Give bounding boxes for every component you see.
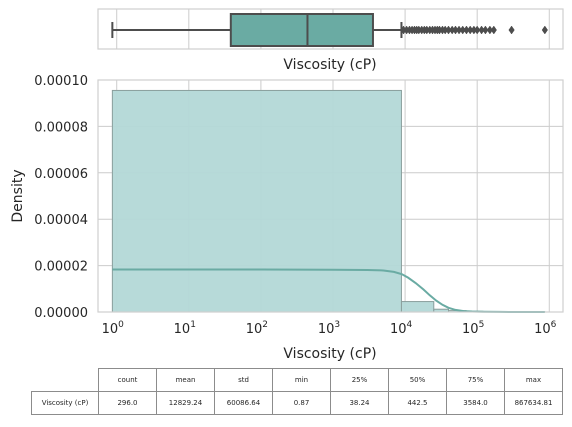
stats-col-25: 25% (330, 368, 389, 392)
x-tick-base-6: 10 (534, 322, 551, 337)
x-tick-base-5: 10 (462, 322, 479, 337)
outlier-point-29 (490, 25, 497, 35)
x-tick-exponent-5: 5 (479, 320, 485, 330)
histogram-x-axis-label: Viscosity (cP) (283, 346, 376, 362)
x-tick-base-0: 10 (102, 322, 119, 337)
stats-value-count: 296.0 (98, 391, 157, 415)
stats-value-max: 867634.81 (504, 391, 563, 415)
histogram-y-axis-label: Density (10, 169, 26, 222)
outlier-point-27 (482, 25, 489, 35)
x-tick-label-5: 105 (462, 320, 484, 337)
x-tick-label-1: 101 (174, 320, 196, 337)
x-tick-exponent-1: 1 (190, 320, 196, 330)
x-tick-labels: 100 101 102 103 104 105 106 (102, 320, 557, 337)
stats-row-label: Viscosity (cP) (31, 391, 99, 415)
stats-corner-cell (31, 368, 99, 392)
stats-value-50: 442.5 (388, 391, 447, 415)
stats-col-min: min (272, 368, 331, 392)
x-tick-exponent-2: 2 (262, 320, 268, 330)
stats-header-row: count mean std min 25% 50% 75% max (31, 368, 563, 392)
x-tick-label-3: 103 (318, 320, 340, 337)
y-tick-label-0: 0.00000 (34, 306, 88, 321)
outlier-point-30 (508, 25, 515, 35)
x-tick-exponent-4: 4 (406, 320, 412, 330)
stats-col-count: count (98, 368, 157, 392)
x-tick-base-2: 10 (246, 322, 263, 337)
stats-value-std: 60086.64 (214, 391, 273, 415)
histogram-panel: 0.00000 0.00002 0.00004 0.00006 0.00008 0.000… (10, 74, 564, 362)
boxplot-x-axis-label: Viscosity (cP) (283, 57, 376, 73)
x-tick-label-2: 102 (246, 320, 268, 337)
y-tick-label-4: 0.00008 (34, 120, 88, 135)
x-tick-base-1: 10 (174, 322, 191, 337)
x-tick-exponent-0: 0 (118, 320, 124, 330)
histogram-frame (97, 79, 564, 313)
boxplot-panel: Viscosity (cP) (97, 8, 564, 73)
x-tick-base-3: 10 (318, 322, 335, 337)
stats-value-75: 3584.0 (446, 391, 505, 415)
stats-col-50: 50% (388, 368, 447, 392)
stats-col-std: std (214, 368, 273, 392)
summary-stats-table: count mean std min 25% 50% 75% max Visco… (31, 368, 563, 415)
stats-row: Viscosity (cP) 296.0 12829.24 60086.64 0… (31, 391, 563, 415)
outlier-point-25 (474, 25, 481, 35)
x-tick-label-6: 106 (534, 320, 557, 337)
y-tick-label-5: 0.00010 (34, 74, 88, 89)
x-tick-exponent-6: 6 (551, 320, 557, 330)
stats-col-max: max (504, 368, 563, 392)
histogram-bar-0 (111, 89, 402, 313)
x-tick-label-0: 100 (102, 320, 125, 337)
y-tick-label-1: 0.00002 (34, 260, 88, 275)
y-tick-labels: 0.00000 0.00002 0.00004 0.00006 0.00008 0.000… (34, 74, 88, 321)
stats-col-mean: mean (156, 368, 215, 392)
x-tick-base-4: 10 (390, 322, 407, 337)
stats-value-25: 38.24 (330, 391, 389, 415)
histogram-bars (111, 89, 546, 313)
boxplot-marks (111, 13, 548, 47)
stats-col-75: 75% (446, 368, 505, 392)
stats-value-min: 0.87 (272, 391, 331, 415)
x-tick-label-4: 104 (390, 320, 413, 337)
x-tick-exponent-3: 3 (334, 320, 340, 330)
stats-value-mean: 12829.24 (156, 391, 215, 415)
iqr-box (229, 13, 374, 47)
y-tick-label-2: 0.00004 (34, 213, 88, 228)
outlier-point-31 (541, 25, 548, 35)
y-tick-label-3: 0.00006 (34, 167, 88, 182)
histogram-bar-1 (400, 301, 435, 313)
